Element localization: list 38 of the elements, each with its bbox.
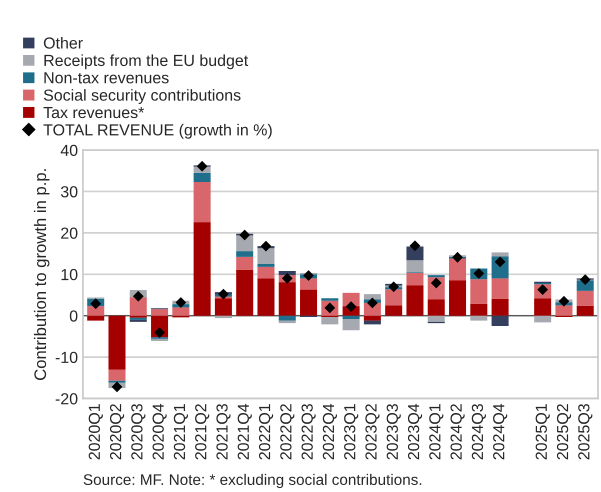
legend-label: Other [44, 36, 83, 49]
y-tick-label: 10 [62, 268, 78, 280]
x-tick-label: 2021Q4 [238, 404, 252, 460]
legend-label: TOTAL REVENUE (growth in %) [43, 124, 272, 139]
y-tick-label: -10 [56, 352, 78, 364]
x-tick-label: 2025Q3 [578, 404, 592, 460]
legend-label: Non-tax revenues [44, 72, 169, 84]
y-tick-label: 20 [61, 228, 78, 239]
x-tick-label: 2021Q3 [216, 404, 231, 460]
x-tick-label: 2020Q1 [88, 404, 103, 460]
x-tick-label: 2025Q2 [556, 404, 572, 460]
legend-label: Social security contributions [44, 89, 241, 104]
x-tick-label: 2023Q4 [408, 404, 422, 460]
x-tick-label: 2023Q3 [386, 404, 401, 460]
x-tick-label: 2020Q4 [152, 404, 167, 460]
x-tick-label: 2020Q3 [131, 404, 146, 460]
x-tick-label: 2024Q2 [450, 404, 465, 460]
legend-label: Receipts from the EU budget [44, 54, 248, 70]
x-tick-label: 2022Q4 [322, 404, 337, 460]
y-tick-label: 0 [70, 310, 78, 322]
x-tick-label: 2020Q2 [110, 404, 124, 460]
y-tick-label: 40 [60, 144, 78, 156]
x-tick-label: 2022Q3 [302, 404, 316, 460]
x-tick-label: 2023Q2 [365, 404, 380, 460]
x-tick-label: 2024Q4 [493, 404, 508, 460]
y-tick-label: 30 [60, 186, 78, 198]
x-tick-label: 2025Q1 [536, 404, 550, 460]
y-axis-title: Contribution to growth in p.p. [34, 169, 50, 380]
x-tick-label: 2021Q2 [195, 404, 210, 460]
x-tick-label: 2021Q1 [174, 404, 188, 460]
x-tick-label: 2024Q3 [472, 404, 486, 460]
x-tick-label: 2022Q2 [280, 404, 294, 460]
legend-label: Tax revenues* [43, 107, 144, 118]
x-tick-label: 2022Q1 [258, 404, 274, 460]
x-tick-label: 2024Q1 [429, 404, 444, 460]
y-tick-label: -20 [56, 393, 78, 404]
source-note: Source: MF. Note: * excluding social contributions. [84, 474, 422, 488]
x-tick-label: 2023Q1 [344, 404, 358, 460]
